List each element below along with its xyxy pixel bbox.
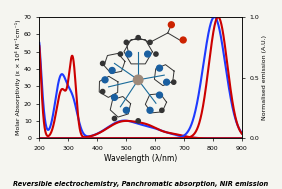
Circle shape <box>157 65 162 71</box>
Circle shape <box>148 40 152 44</box>
Circle shape <box>136 36 140 40</box>
Circle shape <box>109 67 115 73</box>
Circle shape <box>154 52 158 56</box>
Text: Reversible electrochemistry, Panchromatic absorption, NIR emission: Reversible electrochemistry, Panchromati… <box>13 181 269 187</box>
Circle shape <box>126 51 132 57</box>
Circle shape <box>124 107 129 113</box>
Circle shape <box>133 75 143 84</box>
Circle shape <box>145 51 151 57</box>
Circle shape <box>112 116 117 121</box>
Circle shape <box>180 37 186 43</box>
Circle shape <box>118 52 123 56</box>
X-axis label: Wavelength (λ/nm): Wavelength (λ/nm) <box>104 154 177 163</box>
Circle shape <box>124 40 129 44</box>
Circle shape <box>102 77 108 83</box>
Circle shape <box>111 94 117 100</box>
Circle shape <box>100 89 105 94</box>
Circle shape <box>136 119 140 123</box>
Circle shape <box>168 22 174 28</box>
Circle shape <box>157 92 162 98</box>
Circle shape <box>100 61 105 66</box>
Y-axis label: Molar Absorptivity (ε × 10⁴ M⁻¹cm⁻¹): Molar Absorptivity (ε × 10⁴ M⁻¹cm⁻¹) <box>15 20 21 136</box>
Circle shape <box>164 79 169 85</box>
Circle shape <box>147 107 153 113</box>
Circle shape <box>160 108 164 112</box>
Y-axis label: Normalised emission (A.U.): Normalised emission (A.U.) <box>262 35 267 120</box>
Circle shape <box>171 80 176 84</box>
